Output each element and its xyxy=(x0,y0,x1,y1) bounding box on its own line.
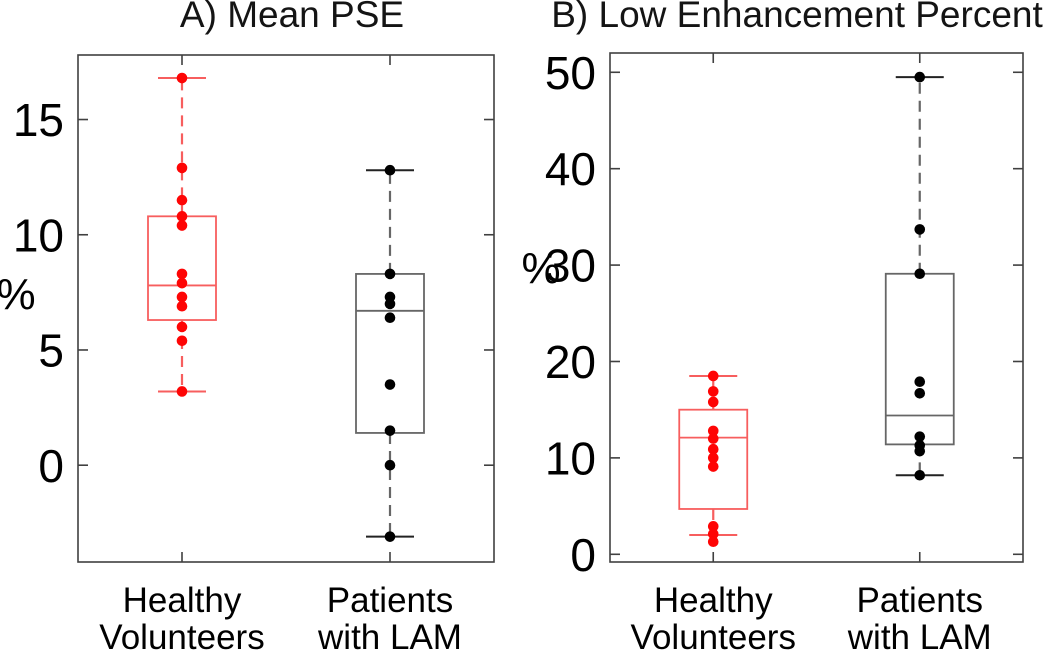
data-point xyxy=(914,268,926,280)
data-point xyxy=(707,528,719,540)
data-point xyxy=(384,164,396,176)
data-point xyxy=(707,433,719,444)
data-point xyxy=(176,291,188,303)
category-label: Patients xyxy=(327,581,453,620)
category-label: Patients xyxy=(857,581,983,620)
y-tick-label: 10 xyxy=(545,432,596,484)
data-point xyxy=(707,452,719,464)
data-point xyxy=(914,387,926,399)
data-point xyxy=(914,71,926,83)
data-point xyxy=(176,300,188,312)
data-point xyxy=(384,459,396,471)
data-point xyxy=(707,425,719,437)
data-point xyxy=(914,224,926,235)
data-point xyxy=(914,445,926,457)
category-label: Healthy xyxy=(654,581,773,620)
data-point xyxy=(176,386,188,397)
y-tick-label: 30 xyxy=(545,240,596,292)
data-point xyxy=(707,521,719,532)
data-point xyxy=(384,312,396,324)
category-label: Volunteers xyxy=(631,618,796,652)
data-point xyxy=(707,461,719,472)
y-tick-label: 50 xyxy=(545,47,596,99)
data-point xyxy=(707,370,719,382)
panel-a-ylabel: % xyxy=(0,270,36,319)
y-tick-label: 40 xyxy=(545,143,596,195)
panel-b-title: B) Low Enhancement Percent xyxy=(551,0,1043,35)
y-tick-label: 20 xyxy=(545,336,596,388)
plot-frame xyxy=(609,52,1024,563)
data-point xyxy=(384,268,396,280)
data-point xyxy=(914,431,926,442)
iqr-box xyxy=(884,272,955,446)
y-tick-label: 0 xyxy=(570,529,596,581)
data-point xyxy=(176,162,188,174)
data-point xyxy=(176,194,188,206)
y-tick-label: 5 xyxy=(38,325,64,377)
data-point xyxy=(707,536,719,548)
data-point xyxy=(176,268,188,280)
data-point xyxy=(914,376,926,388)
data-point xyxy=(176,321,188,333)
category-label: with LAM xyxy=(317,618,462,652)
y-tick-label: 15 xyxy=(13,94,64,146)
data-point xyxy=(176,220,188,231)
category-label: Healthy xyxy=(123,581,242,620)
y-tick-label: 10 xyxy=(13,209,64,261)
panel-a-title: A) Mean PSE xyxy=(179,0,405,35)
data-point xyxy=(707,396,719,408)
data-point xyxy=(176,277,188,289)
data-point xyxy=(707,386,719,397)
iqr-box xyxy=(678,408,749,510)
data-point xyxy=(176,335,188,347)
data-point xyxy=(176,211,188,222)
category-label: Volunteers xyxy=(99,618,264,652)
y-tick-label: 0 xyxy=(38,440,64,492)
plot-frame xyxy=(77,54,495,563)
data-point xyxy=(384,298,396,310)
category-label: with LAM xyxy=(847,618,992,652)
data-point xyxy=(384,379,396,390)
data-point xyxy=(384,531,396,542)
data-point xyxy=(707,443,719,455)
data-point xyxy=(176,72,188,84)
panel-b-ylabel: % xyxy=(521,244,561,293)
data-point xyxy=(914,469,926,481)
data-point xyxy=(384,425,396,436)
